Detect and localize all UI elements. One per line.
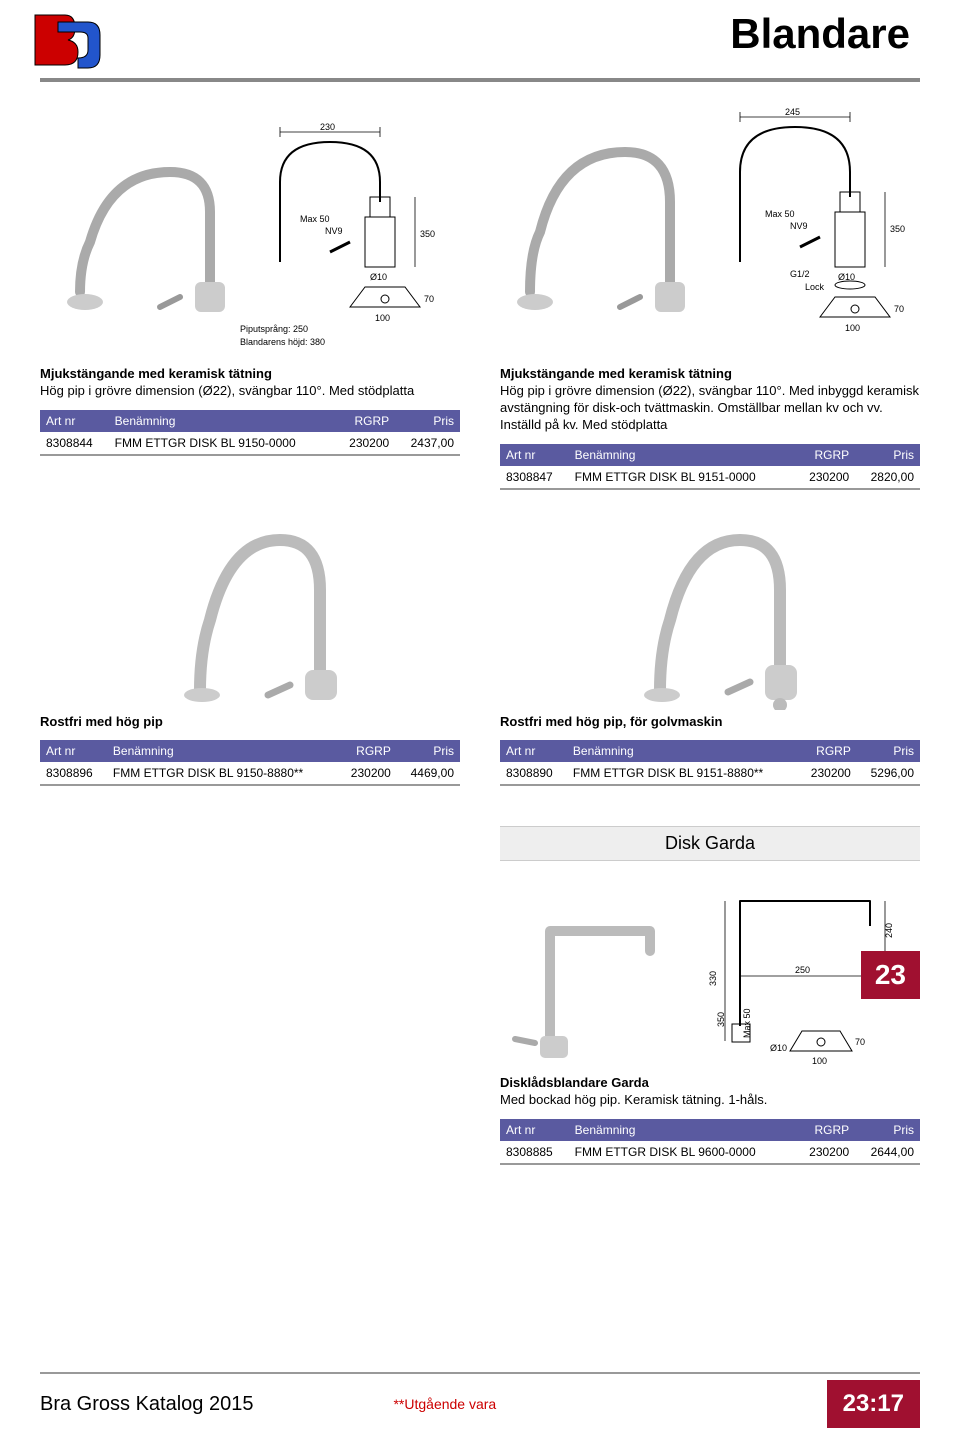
svg-text:70: 70 <box>894 304 904 314</box>
page-number-badge: 23:17 <box>827 1380 920 1428</box>
faucet-image-right <box>500 510 920 710</box>
outgoing-note: **Utgående vara <box>393 1396 496 1412</box>
svg-text:Ø10: Ø10 <box>770 1043 787 1053</box>
svg-text:Piputsprång: 250: Piputsprång: 250 <box>240 324 308 334</box>
svg-text:245: 245 <box>785 107 800 117</box>
catalog-name: Bra Gross Katalog 2015 <box>40 1393 253 1416</box>
svg-text:350: 350 <box>420 229 435 239</box>
svg-text:Lock: Lock <box>805 282 825 292</box>
svg-text:Max 50: Max 50 <box>300 214 330 224</box>
svg-text:Blandarens höjd: 380: Blandarens höjd: 380 <box>240 337 325 347</box>
svg-text:Ø10: Ø10 <box>838 272 855 282</box>
table-row: 8308885 FMM ETTGR DISK BL 9600-0000 2302… <box>500 1141 920 1164</box>
table-row: 8308890 FMM ETTGR DISK BL 9151-8880** 23… <box>500 762 920 785</box>
svg-text:Max 50: Max 50 <box>765 209 795 219</box>
svg-text:350: 350 <box>716 1012 726 1027</box>
block1-left-desc: Mjukstängande med keramisk tätning Hög p… <box>40 366 460 400</box>
block2-left-table: Art nr Benämning RGRP Pris 8308896 FMM E… <box>40 740 460 786</box>
logo <box>30 10 110 70</box>
svg-text:Ø10: Ø10 <box>370 272 387 282</box>
svg-text:240: 240 <box>884 923 894 938</box>
garda-diagram: 330 240 250 350 Max 50 Ø10 <box>500 861 920 1071</box>
svg-text:100: 100 <box>845 323 860 333</box>
svg-text:350: 350 <box>890 224 905 234</box>
svg-text:330: 330 <box>708 971 718 986</box>
page-title: Blandare <box>730 10 910 58</box>
svg-text:70: 70 <box>855 1037 865 1047</box>
block2-right-table: Art nr Benämning RGRP Pris 8308890 FMM E… <box>500 740 920 786</box>
faucet-image-left <box>40 510 460 710</box>
block2-left-heading: Rostfri med hög pip <box>40 714 460 731</box>
section-title-garda: Disk Garda <box>500 826 920 861</box>
svg-text:G1/2: G1/2 <box>790 269 810 279</box>
svg-text:70: 70 <box>424 294 434 304</box>
side-page-badge: 23 <box>861 951 920 999</box>
table-row: 8308847 FMM ETTGR DISK BL 9151-0000 2302… <box>500 466 920 489</box>
block1-right-table: Art nr Benämning RGRP Pris 8308847 FMM E… <box>500 444 920 490</box>
svg-text:250: 250 <box>795 965 810 975</box>
dim-230: 230 <box>320 122 335 132</box>
diagram-right: 245 Max 50 NV9 350 Ø10 G1/2 Lock 100 <box>500 102 920 362</box>
svg-text:Max 50: Max 50 <box>742 1009 752 1039</box>
garda-desc: Disklådsblandare Garda Med bockad hög pi… <box>500 1075 920 1109</box>
diagram-left: 230 350 Max 50 NV9 Ø10 100 70 <box>40 102 460 362</box>
garda-table: Art nr Benämning RGRP Pris 8308885 FMM E… <box>500 1119 920 1165</box>
svg-text:NV9: NV9 <box>790 221 808 231</box>
table-row: 8308896 FMM ETTGR DISK BL 9150-8880** 23… <box>40 762 460 785</box>
svg-text:100: 100 <box>375 313 390 323</box>
svg-text:NV9: NV9 <box>325 226 343 236</box>
footer: Bra Gross Katalog 2015 **Utgående vara 2… <box>0 1372 960 1428</box>
table-row: 8308844 FMM ETTGR DISK BL 9150-0000 2302… <box>40 432 460 455</box>
svg-text:100: 100 <box>812 1056 827 1066</box>
block1-right-desc: Mjukstängande med keramisk tätning Hög p… <box>500 366 920 434</box>
block1-left-table: Art nr Benämning RGRP Pris 8308844 FMM E… <box>40 410 460 456</box>
block2-right-heading: Rostfri med hög pip, för golvmaskin <box>500 714 920 731</box>
